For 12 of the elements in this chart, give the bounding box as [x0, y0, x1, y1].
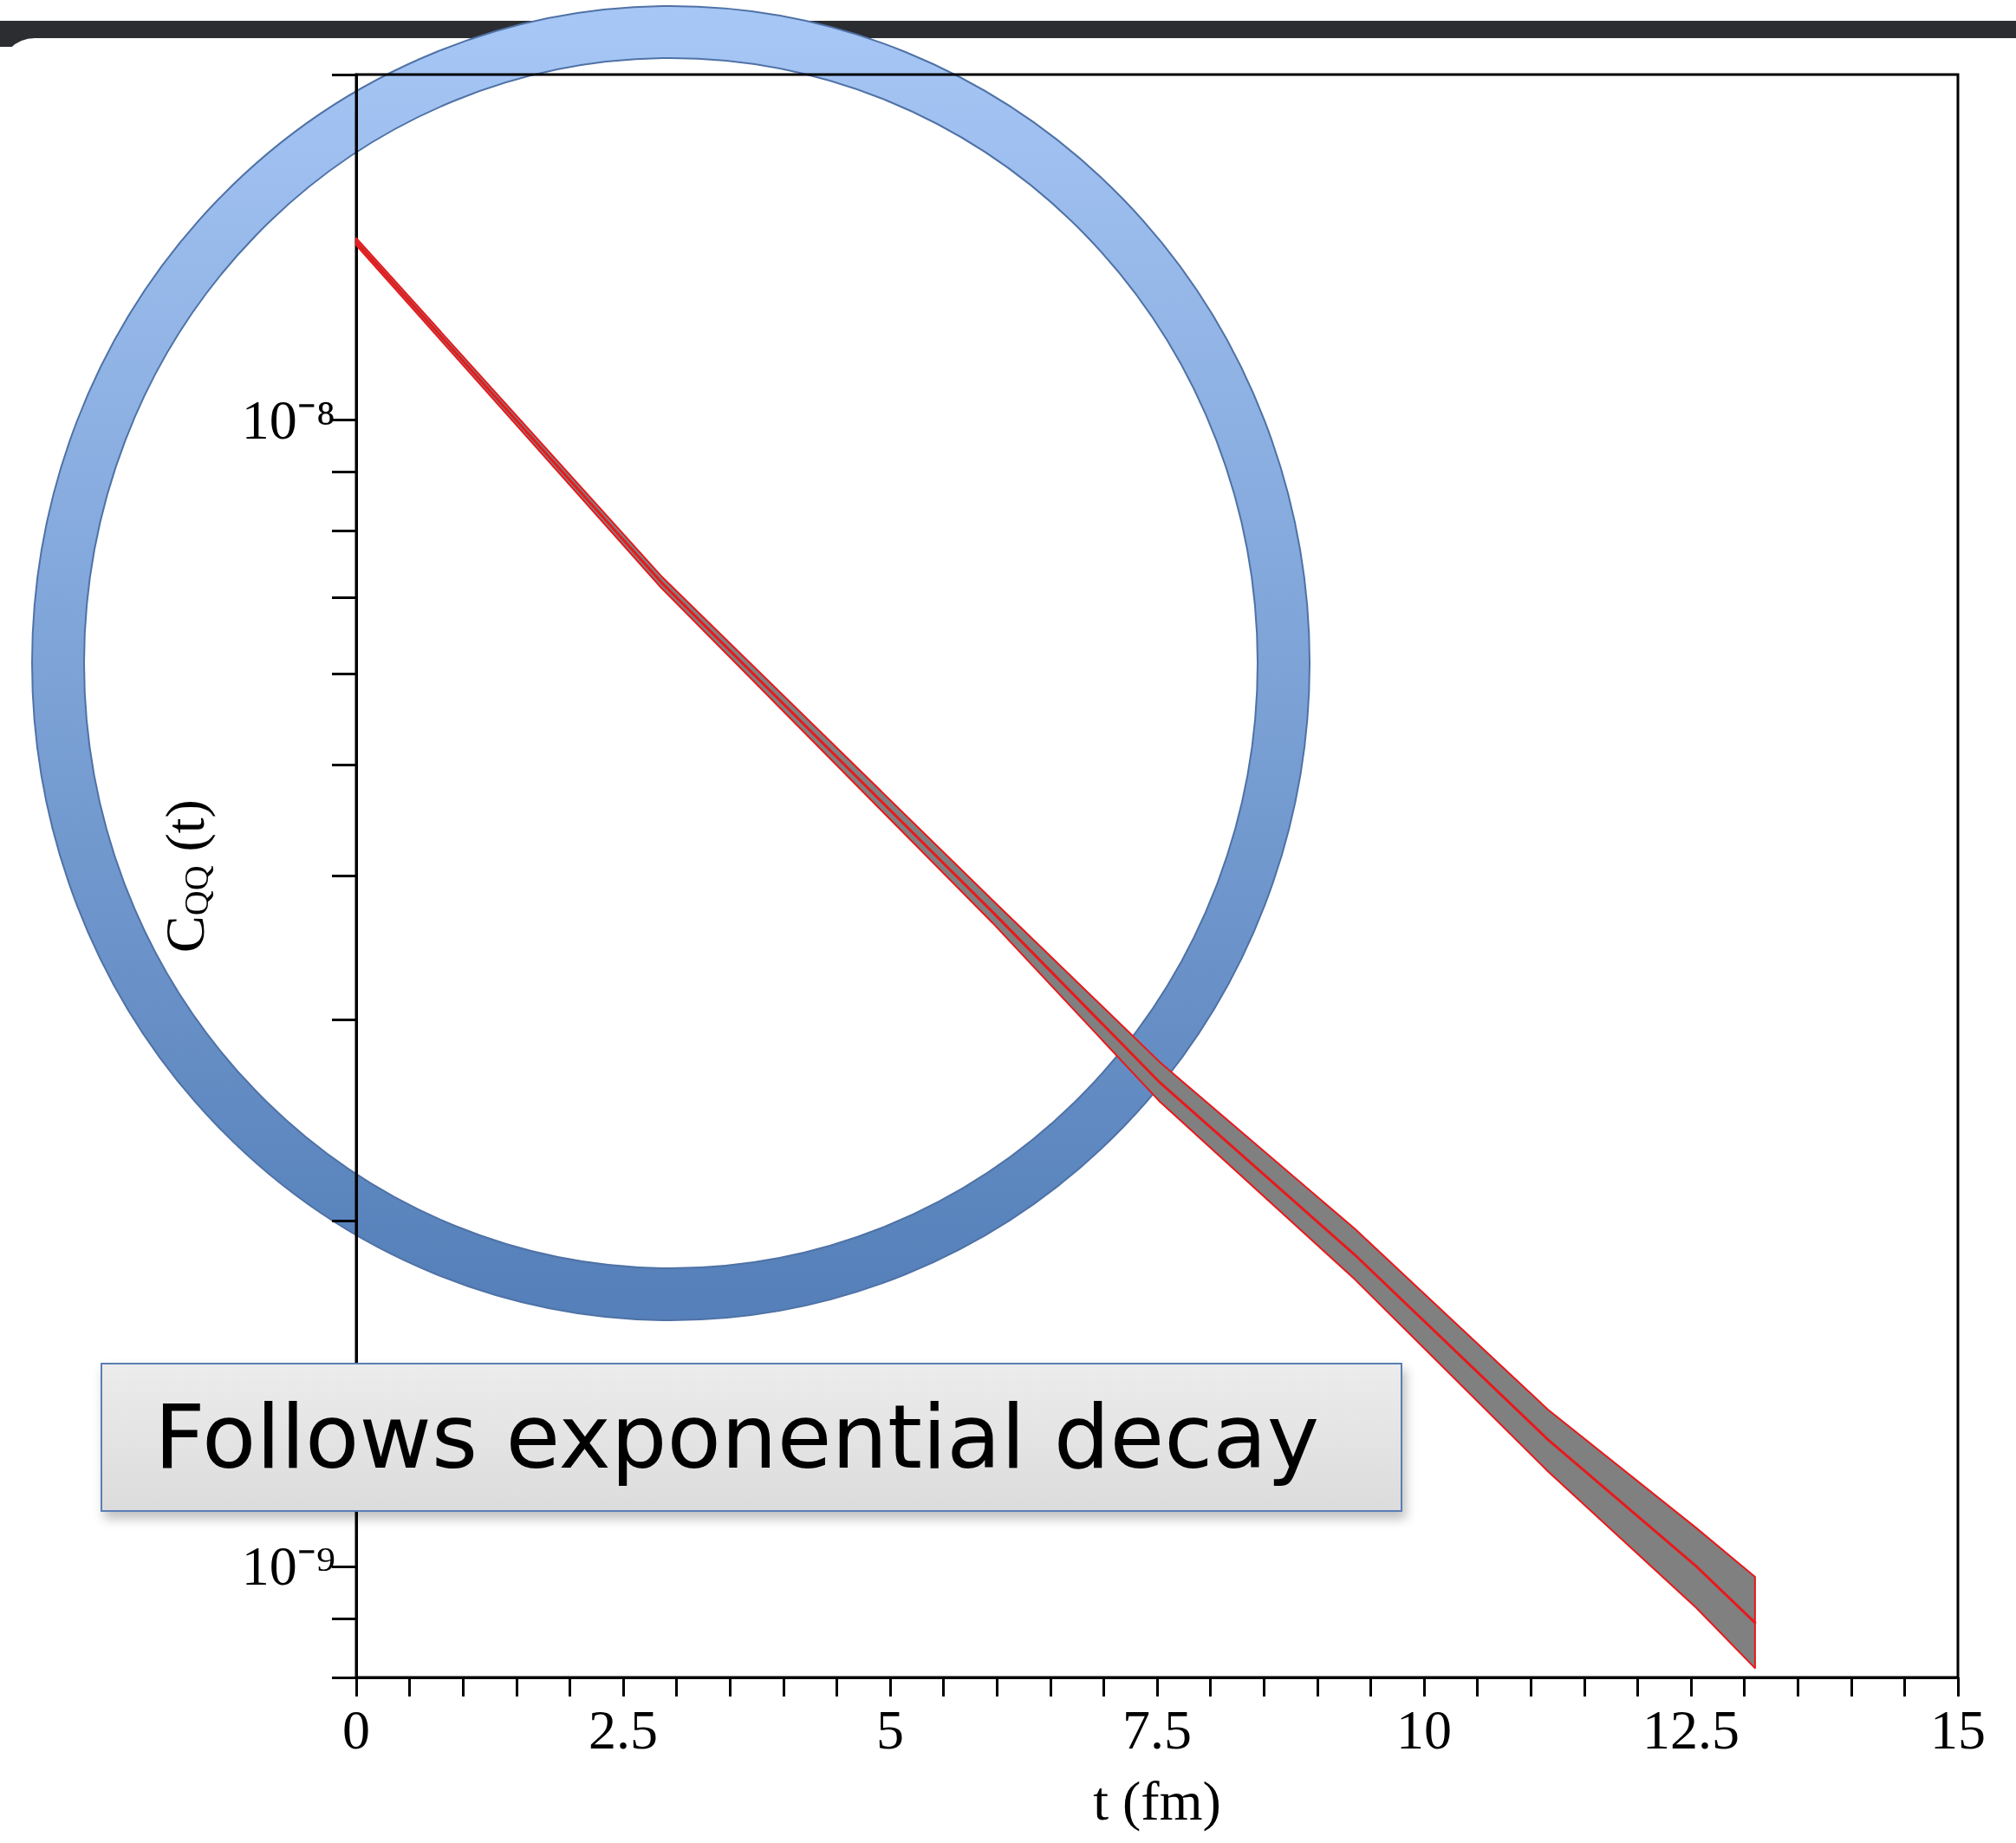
x-tick-label: 12.5 [1642, 1698, 1740, 1761]
x-tick-label: 0 [342, 1698, 370, 1761]
annotation: Follows exponential decay [101, 1363, 1402, 1512]
y-tick-label: 10⁻⁹ [241, 1535, 335, 1598]
y-tick-label: 10⁻⁸ [241, 388, 335, 451]
x-tick-label: 10 [1396, 1698, 1452, 1761]
x-tick-label: 5 [876, 1698, 904, 1761]
x-tick-label: 15 [1930, 1698, 1986, 1761]
x-axis-title: t (fm) [1093, 1769, 1221, 1832]
x-tick-label: 7.5 [1122, 1698, 1192, 1761]
y-axis-title: CQQ (t) [153, 799, 216, 953]
x-tick-label: 2.5 [589, 1698, 658, 1761]
